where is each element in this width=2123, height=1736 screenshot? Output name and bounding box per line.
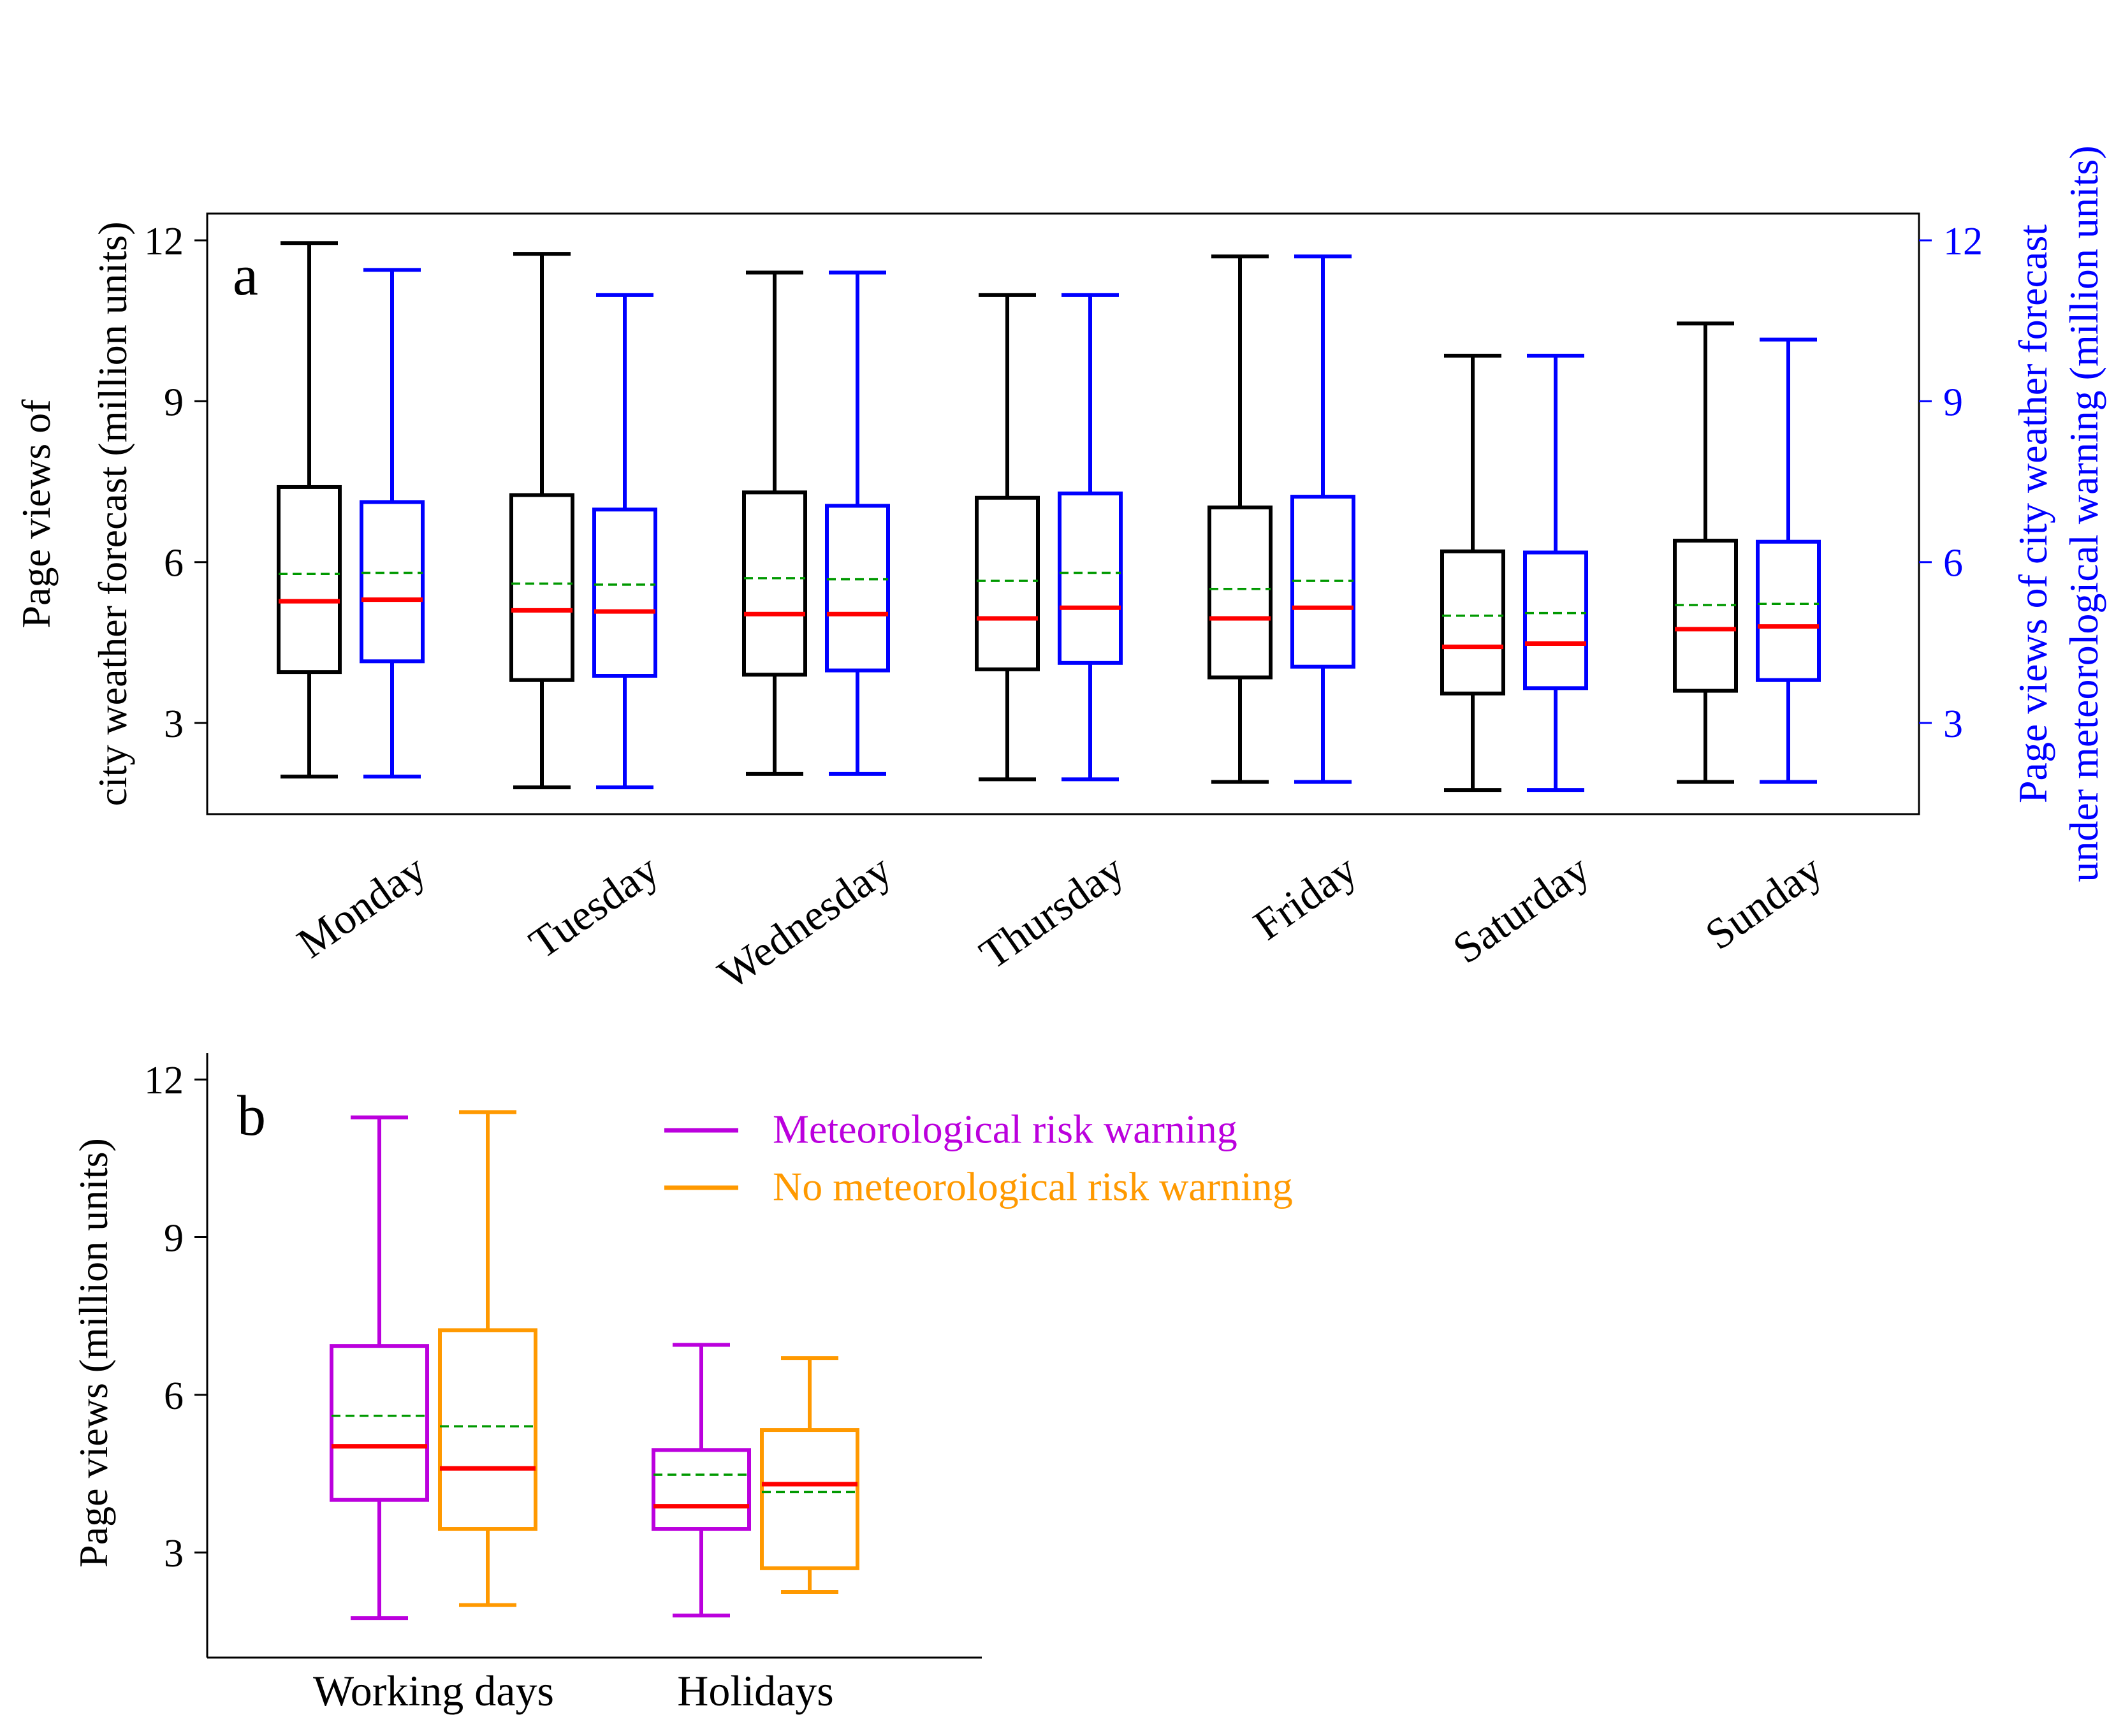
thursday-forecast-box: [975, 495, 1040, 671]
panel-a-x-axis: Monday Tuesday Wednesday Thursday Friday Satu…: [288, 845, 1830, 998]
x-tick-label-holidays: Holidays: [677, 1667, 834, 1715]
tuesday-forecast-box: [509, 493, 574, 682]
working-days-meteorological-risk-warning-box: [330, 1344, 429, 1502]
panel-a: a 3 6 9 12 3 6 9 12 Monday Tuesday Wednesday Thur…: [13, 145, 2106, 998]
x-tick-label-saturday: Saturday: [1444, 845, 1598, 973]
boxplot-holidays-no-meteorological-risk-warning: [760, 1356, 859, 1594]
a-left-tick-label-9: 9: [164, 381, 184, 424]
b-tick-label-9: 9: [164, 1217, 184, 1260]
boxplot-monday-warning: [360, 268, 425, 779]
boxplot-thursday-forecast: [975, 293, 1040, 782]
b-tick-label-12: 12: [144, 1059, 184, 1102]
a-right-tick-label-3: 3: [1943, 703, 1963, 746]
wednesday-warning-box: [825, 504, 890, 673]
panel-b-ylabel: Page views (million units): [71, 1138, 116, 1568]
boxplot-holidays-meteorological-risk-warning: [652, 1343, 751, 1618]
a-left-tick-label-6: 6: [164, 542, 184, 585]
b-tick-label-3: 3: [164, 1532, 184, 1575]
boxplot-wednesday-warning: [825, 270, 890, 776]
boxplot-wednesday-forecast: [742, 270, 807, 776]
panel-a-frame: [206, 212, 1920, 815]
panel-a-right-y-axis: 3 6 9 12: [1919, 220, 1983, 746]
a-left-tick-label-3: 3: [164, 703, 184, 746]
monday-warning-box: [360, 500, 425, 664]
boxplot-working-days-no-meteorological-risk-warning: [438, 1110, 537, 1607]
x-tick-label-tuesday: Tuesday: [520, 845, 667, 968]
b-tick-label-6: 6: [164, 1375, 184, 1418]
tuesday-warning-box: [592, 507, 657, 678]
a-right-tick-label-6: 6: [1943, 542, 1963, 585]
x-tick-label-sunday: Sunday: [1696, 845, 1831, 959]
holidays-meteorological-risk-warning-box: [652, 1448, 751, 1531]
panel-a-boxes: [277, 241, 1821, 792]
friday-forecast-box: [1207, 505, 1273, 680]
boxplot-sunday-warning: [1756, 337, 1821, 784]
boxplot-monday-forecast: [277, 241, 342, 779]
panel-a-left-y-axis: 3 6 9 12: [144, 220, 207, 746]
panel-b-y-axis: 3 6 9 12: [144, 1059, 207, 1575]
panel-b-label: b: [237, 1084, 266, 1148]
panel-b-x-axis: Working days Holidays: [313, 1667, 834, 1715]
working-days-no-meteorological-risk-warning-box: [438, 1328, 537, 1531]
x-tick-label-thursday: Thursday: [971, 845, 1133, 979]
monday-forecast-box: [277, 485, 342, 675]
legend: Meteorological risk warning No meteorolo…: [664, 1107, 1293, 1209]
panel-b-boxes: [330, 1110, 859, 1621]
panel-a-label: a: [233, 244, 258, 307]
x-tick-label-wednesday: Wednesday: [710, 845, 900, 998]
boxplot-friday-forecast: [1207, 254, 1273, 784]
a-right-tick-label-9: 9: [1943, 381, 1963, 424]
saturday-forecast-box: [1440, 549, 1505, 696]
a-right-tick-label-12: 12: [1943, 220, 1983, 263]
saturday-warning-box: [1523, 550, 1588, 690]
panel-a-left-ylabel-line1: Page views of: [13, 399, 59, 629]
legend-label-meteorological-risk-warning: Meteorological risk warning: [773, 1107, 1237, 1152]
holidays-no-meteorological-risk-warning-box: [760, 1428, 859, 1570]
sunday-forecast-box: [1673, 539, 1738, 693]
boxplot-tuesday-forecast: [509, 252, 574, 789]
boxplot-tuesday-warning: [592, 293, 657, 789]
panel-a-right-ylabel-line2: under meteorological warning (million un…: [2061, 145, 2106, 882]
thursday-warning-box: [1058, 492, 1123, 665]
panel-a-left-ylabel-line2: city weather forecast (million units): [90, 221, 135, 806]
panel-a-right-ylabel-line1: Page views of city weather forecast: [2010, 224, 2055, 803]
x-tick-label-monday: Monday: [288, 845, 434, 967]
a-left-tick-label-12: 12: [144, 220, 184, 263]
boxplot-working-days-meteorological-risk-warning: [330, 1115, 429, 1621]
wednesday-forecast-box: [742, 490, 807, 677]
panel-b: b 3 6 9 12 Working days Holidays Page views …: [71, 1053, 1293, 1715]
boxplot-saturday-warning: [1523, 353, 1588, 792]
x-tick-label-working-days: Working days: [313, 1667, 554, 1715]
legend-label-no-meteorological-risk-warning: No meteorological risk warning: [773, 1164, 1293, 1209]
x-tick-label-friday: Friday: [1245, 845, 1366, 949]
boxplot-sunday-forecast: [1673, 321, 1738, 784]
boxplot-saturday-forecast: [1440, 353, 1505, 792]
boxplot-friday-warning: [1290, 254, 1355, 784]
boxplot-thursday-warning: [1058, 293, 1123, 782]
sunday-warning-box: [1756, 539, 1821, 682]
